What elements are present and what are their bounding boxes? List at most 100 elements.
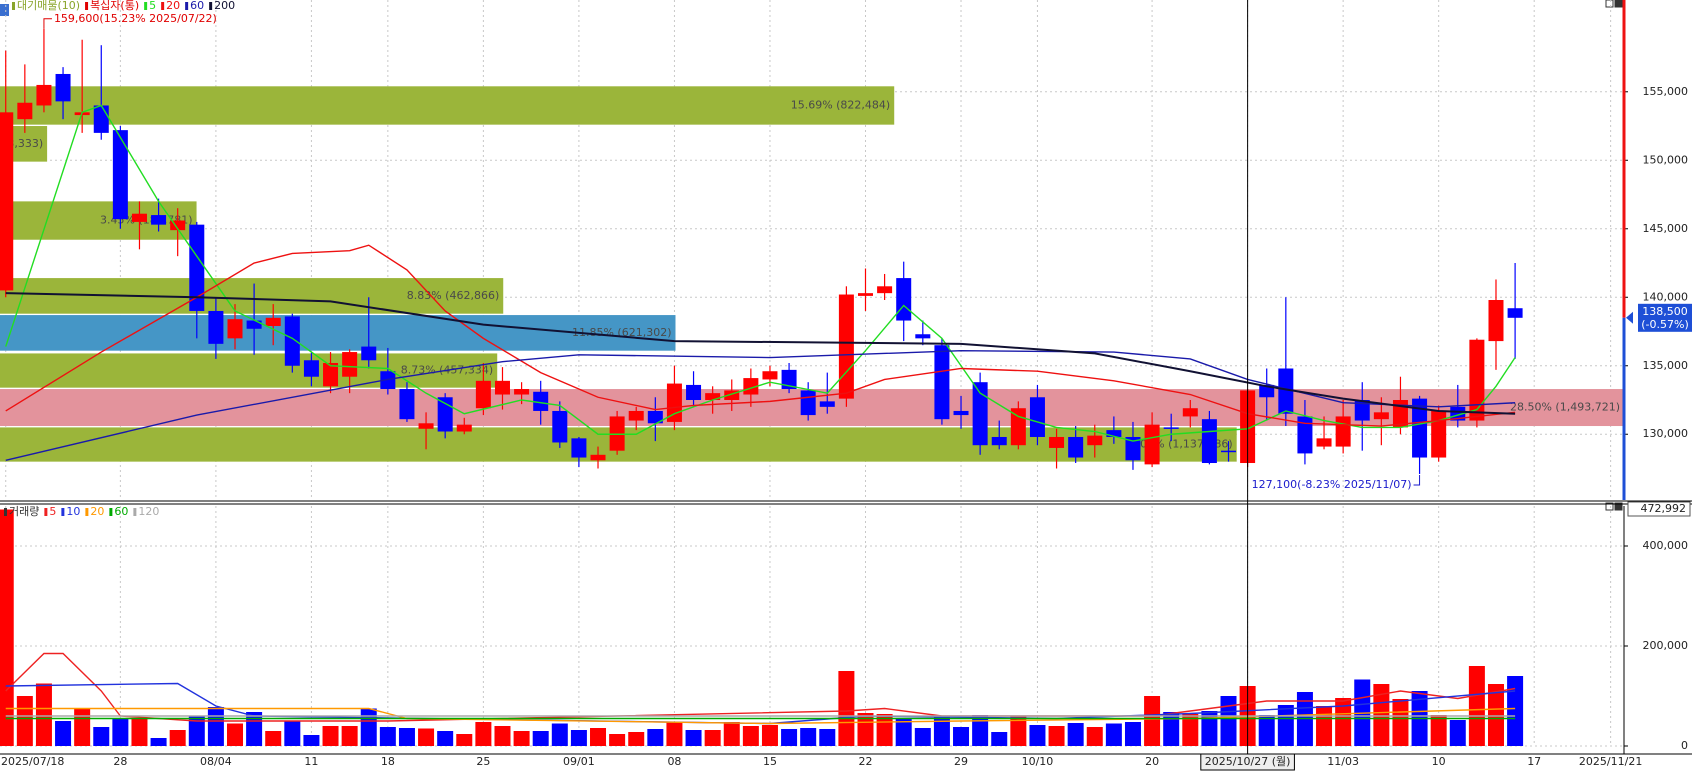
candle-body — [800, 390, 816, 416]
zone-label: 15.69% (822,484) — [791, 98, 891, 111]
volume-bar — [1182, 714, 1199, 746]
x-tick-label: 28 — [113, 755, 127, 768]
candle-body — [1450, 406, 1466, 421]
candle-body — [762, 371, 778, 380]
zone-label: 11.85% (621,302) — [572, 326, 672, 339]
candle-body — [208, 310, 224, 344]
x-tick-label: 17 — [1527, 755, 1541, 768]
volume-bar — [609, 734, 626, 746]
panel-button[interactable] — [1605, 502, 1614, 511]
candle-body — [246, 320, 262, 329]
volume-bar — [1086, 727, 1103, 746]
volume-bar — [1335, 698, 1352, 746]
candle-body — [456, 424, 472, 432]
settings-icon[interactable] — [0, 4, 9, 16]
candle-body — [0, 112, 14, 291]
volume-bar — [590, 728, 607, 746]
y-tick-label: 155,000 — [1643, 85, 1689, 98]
x-tick-label: 29 — [954, 755, 968, 768]
panel-button[interactable] — [1605, 0, 1614, 8]
candle-body — [494, 380, 510, 395]
volume-bar — [188, 716, 205, 746]
candle-body — [934, 345, 950, 420]
legend-swatch — [12, 2, 15, 10]
candle-body — [533, 391, 549, 411]
volume-bar — [1316, 706, 1333, 746]
annotation-arrow — [43, 18, 52, 29]
volume-bar — [227, 723, 244, 746]
candle-body — [112, 130, 128, 220]
volume-bar — [322, 726, 339, 746]
volume-bar — [1392, 699, 1409, 746]
volume-bar — [475, 722, 492, 746]
x-tick-label: 08/04 — [200, 755, 232, 768]
volume-bar — [1507, 676, 1524, 746]
candle-body — [170, 220, 186, 231]
candle-body — [1316, 438, 1332, 447]
candle-body — [475, 380, 491, 409]
x-tick-label: 11 — [304, 755, 318, 768]
zone-label: 8.83% (462,866) — [407, 289, 500, 302]
volume-bar — [246, 712, 263, 746]
candle-body — [590, 454, 606, 461]
volume-bar — [628, 732, 645, 746]
volume-bar — [207, 707, 224, 746]
annotation: 159,600(15.23% 2025/07/22) — [54, 12, 217, 25]
current-price: 138,500 — [1642, 305, 1688, 318]
candle-body — [743, 378, 759, 395]
panel-button[interactable] — [1614, 0, 1623, 8]
moving-average — [5, 349, 1516, 461]
legend-label: 20 — [90, 505, 104, 518]
current-price-box — [1638, 303, 1692, 332]
candle-body — [1431, 410, 1447, 458]
legend-label: 60 — [114, 505, 128, 518]
volume-bar — [35, 683, 52, 746]
panel-button[interactable] — [1614, 502, 1623, 511]
candle-body — [1049, 436, 1065, 448]
volume-bar — [1010, 716, 1027, 746]
volume-bar — [972, 715, 989, 746]
volume-bar — [379, 727, 396, 746]
volume-bar — [265, 731, 282, 746]
volume-bar — [112, 718, 129, 746]
candle-body — [857, 293, 873, 296]
candle-body — [1488, 300, 1504, 342]
x-tick-label: 10 — [1432, 755, 1446, 768]
candle-body — [437, 397, 453, 432]
volume-bar — [360, 708, 377, 746]
legend-swatch — [85, 508, 89, 516]
x-tick-label: 11/03 — [1327, 755, 1359, 768]
moving-average — [5, 244, 1516, 427]
candle-body — [151, 215, 167, 225]
legend-label: 120 — [138, 505, 159, 518]
candle-body — [342, 352, 358, 377]
volume-bar — [93, 727, 110, 746]
candle-body — [1068, 436, 1084, 458]
volume-bar — [781, 729, 798, 746]
volume-bar — [0, 509, 14, 746]
candle-body — [552, 410, 568, 443]
candle-body — [571, 438, 587, 458]
volume-bar — [838, 671, 855, 746]
candle-body — [189, 224, 205, 311]
volume-bar — [1201, 711, 1218, 746]
volume-bar — [761, 725, 778, 746]
candle-body — [131, 213, 147, 222]
legend-label: 60 — [190, 0, 204, 12]
volume-zone — [0, 353, 498, 388]
volume-bar — [570, 730, 587, 746]
legend-swatch — [144, 2, 148, 10]
candle-body — [265, 317, 281, 327]
candle-body — [1106, 430, 1122, 437]
volume-bar — [16, 696, 33, 746]
volume-zone — [0, 315, 676, 351]
volume-bar — [551, 723, 568, 746]
x-tick-label: 2025/10/27 (월) — [1205, 755, 1291, 768]
x-crosshair-box — [1200, 753, 1295, 771]
volume-bar — [685, 730, 702, 746]
candle-body — [1125, 436, 1141, 461]
volume-bar — [418, 728, 435, 746]
y-tick-label: 135,000 — [1643, 359, 1689, 372]
candle-body — [1469, 339, 1485, 421]
